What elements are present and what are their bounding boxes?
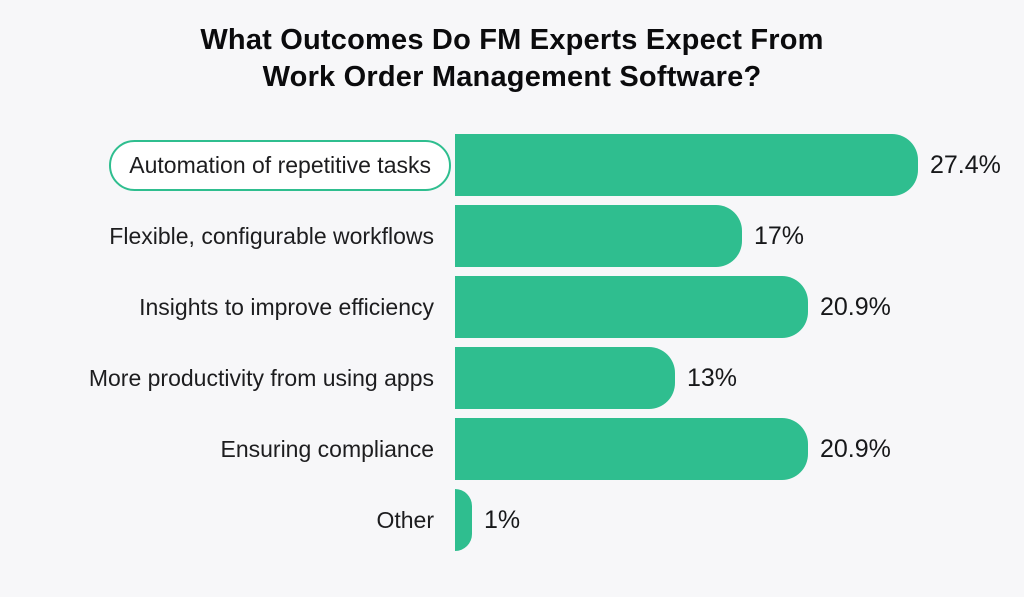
- label-cell: More productivity from using apps: [0, 365, 455, 392]
- bar-row: More productivity from using apps 13%: [0, 347, 1024, 410]
- value-label: 20.9%: [820, 434, 891, 463]
- bar-row: Ensuring compliance 20.9%: [0, 418, 1024, 481]
- bar: [455, 205, 742, 268]
- bar: [455, 276, 808, 339]
- category-label: More productivity from using apps: [88, 364, 434, 391]
- bar-row: Insights to improve efficiency 20.9%: [0, 276, 1024, 339]
- label-cell: Automation of repetitive tasks: [0, 139, 455, 191]
- category-label: Ensuring compliance: [220, 435, 434, 462]
- label-cell: Flexible, configurable workflows: [0, 223, 455, 250]
- value-label: 17%: [754, 221, 805, 250]
- bar-row: Flexible, configurable workflows 17%: [0, 205, 1024, 268]
- bar-cell: 27.4%: [455, 134, 1024, 197]
- value-label: 20.9%: [820, 292, 891, 321]
- category-label: Automation of repetitive tasks: [129, 151, 431, 178]
- bar-cell: 1%: [455, 489, 1024, 552]
- bar: [455, 418, 808, 481]
- chart-title: What Outcomes Do FM Experts Expect From …: [0, 0, 1024, 96]
- bar-row: Other 1%: [0, 489, 1024, 552]
- bar-cell: 20.9%: [455, 418, 1024, 481]
- value-label: 27.4%: [930, 150, 1001, 179]
- value-label: 13%: [687, 363, 738, 392]
- chart-title-line1: What Outcomes Do FM Experts Expect From: [200, 24, 824, 56]
- bar: [455, 489, 472, 552]
- bar: [455, 134, 918, 197]
- bar-cell: 13%: [455, 347, 1024, 410]
- label-cell: Insights to improve efficiency: [0, 294, 455, 321]
- category-label: Other: [376, 506, 434, 533]
- label-cell: Other: [0, 507, 455, 534]
- chart-title-line2: Work Order Management Software?: [262, 61, 762, 94]
- bar-cell: 17%: [455, 205, 1024, 268]
- bar-chart: Automation of repetitive tasks 27.4% Fle…: [0, 134, 1024, 552]
- bar: [455, 347, 675, 410]
- highlight-pill: Automation of repetitive tasks: [109, 139, 451, 191]
- bar-row: Automation of repetitive tasks 27.4%: [0, 134, 1024, 197]
- category-label: Insights to improve efficiency: [139, 293, 434, 320]
- label-cell: Ensuring compliance: [0, 436, 455, 463]
- bar-cell: 20.9%: [455, 276, 1024, 339]
- value-label: 1%: [484, 505, 521, 534]
- category-label: Flexible, configurable workflows: [109, 222, 434, 249]
